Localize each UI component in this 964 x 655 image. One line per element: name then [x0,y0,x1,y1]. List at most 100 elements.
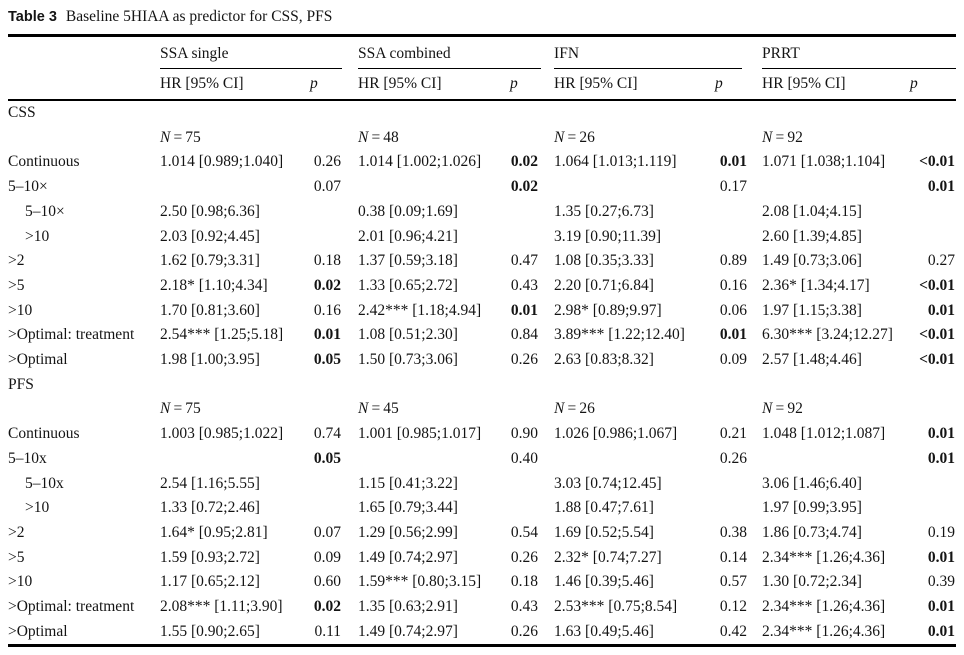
p-value-cell: 0.26 [510,548,539,566]
hr-ci-cell: 2.08 [1.04;4.15] [762,202,862,220]
p-value-header: p [505,69,555,101]
row-label-cell [8,397,160,422]
p-value-header: p [305,69,359,101]
row-label-cell: >2 [8,523,25,541]
table-row: Continuous 1.003 [0.985;1.022] 0.74 1.001 [… [8,422,956,447]
p-value-cell: 0.40 [510,449,539,467]
table-row: >5 2.18* [1.10;4.34] 0.02 1.33 [0.65;2.72] 0… [8,274,956,299]
hr-ci-cell: 1.70 [0.81;3.60] [160,301,260,319]
hr-ci-cell: 1.001 [0.985;1.017] [358,425,482,443]
p-cell [710,397,762,422]
hr-ci-cell: 2.34*** [1.26;4.36] [762,598,886,616]
p-value-cell: 0.07 [313,178,342,196]
p-value-cell: 0.57 [719,573,748,591]
n-cell: N = 75 [160,128,201,146]
table-row: >2 1.64* [0.95;2.81] 0.07 1.29 [0.56;2.99] 0… [8,521,956,546]
table-number-label: Table 3 [8,9,57,25]
hr-ci-cell: 1.17 [0.65;2.12] [160,573,260,591]
hr-ci-cell: 1.86 [0.73;4.74] [762,523,862,541]
hr-ci-cell [160,447,305,472]
hr-ci-cell: 2.32* [0.74;7.27] [554,548,662,566]
p-cell [710,126,762,151]
table-row: 5–10x 0.05 0.40 0.26 0.01 [8,447,956,472]
p-value-cell: <0.01 [919,276,956,294]
hr-ci-cell [160,175,305,200]
hr-ci-cell [358,447,505,472]
p-cell [505,126,554,151]
p-value-cell: 0.16 [313,301,342,319]
row-label-cell: >5 [8,548,25,566]
p-value-cell: 0.05 [313,449,342,467]
section-label: PFS [8,375,34,393]
row-label-cell: 5–10x [8,449,47,467]
p-value-cell: 0.26 [719,449,748,467]
hr-ci-cell: 1.064 [1.013;1.119] [554,153,677,171]
table-row: >10 2.03 [0.92;4.45] 2.01 [0.96;4.21] 3.19 … [8,225,956,250]
p-cell [905,397,956,422]
p-value-cell [710,200,762,225]
hr-ci-cell: 2.60 [1.39;4.85] [762,227,862,245]
table-row: 5–10x 2.54 [1.16;5.55] 1.15 [0.41;3.22] 3.0… [8,472,956,497]
hr-ci-cell: 3.19 [0.90;11.39] [554,227,662,245]
p-value-cell: 0.89 [719,252,748,270]
p-value-cell [905,200,956,225]
p-value-cell: 0.39 [927,573,956,591]
hr-ci-cell: 1.63 [0.49;5.46] [554,622,654,640]
p-value-cell [305,225,358,250]
hr-ci-cell [554,175,710,200]
section-label: CSS [8,104,36,121]
table-caption: Table 3 Baseline 5HIAA as predictor for C… [8,7,956,27]
row-label-cell [8,126,160,151]
p-value-cell: 0.47 [510,252,539,270]
hr-ci-cell: 1.33 [0.65;2.72] [358,276,458,294]
n-cell: N = 75 [160,400,201,418]
hr-ci-cell [358,175,505,200]
table-row: >Optimal: treatment 2.08*** [1.11;3.90] 0.… [8,595,956,620]
hr-ci-cell: 1.49 [0.73;3.06] [762,252,862,270]
table-row: >Optimal 1.98 [1.00;3.95] 0.05 1.50 [0.73;3… [8,348,956,373]
row-label-cell: >Optimal [8,622,68,640]
hr-ci-cell: 2.36* [1.34;4.17] [762,276,870,294]
p-cell [305,126,358,151]
hr-ci-cell: 1.97 [0.99;3.95] [762,499,862,517]
row-label-cell: 5–10x [25,474,64,492]
row-label-cell: >10 [8,573,33,591]
subheader-row: HR [95% CI] p HR [95% CI] p HR [95% CI] … [8,69,957,101]
empty-corner-cell [8,69,160,101]
p-cell [905,126,956,151]
hr-ci-cell: 2.54 [1.16;5.55] [160,474,260,492]
group-header-label: SSA single [160,37,343,69]
p-value-cell: 0.26 [510,622,539,640]
hr-ci-cell: 1.59 [0.93;2.72] [160,548,260,566]
p-value-cell: 0.02 [313,276,342,294]
row-label-cell: >10 [8,301,33,319]
hr-ci-cell: 1.048 [1.012;1.087] [762,425,886,443]
group-header-ssa-combined: SSA combined [358,36,554,69]
hr-ci-cell: 2.03 [0.92;4.45] [160,227,260,245]
table-caption-text: Baseline 5HIAA as predictor for CSS, PFS [65,8,333,25]
group-header-label: SSA combined [358,37,542,69]
p-value-cell [505,200,554,225]
group-header-label: IFN [554,37,743,69]
p-value-cell [505,472,554,497]
hr-ci-cell: 1.97 [1.15;3.38] [762,301,862,319]
n-cell: N = 92 [762,128,803,146]
p-value-cell [710,496,762,521]
hr-ci-cell: 2.42*** [1.18;4.94] [358,301,482,319]
n-row: N = 75 N = 48 N = 26 N = 92 [8,126,956,151]
p-value-cell: 0.42 [719,622,748,640]
p-value-cell: 0.38 [719,523,748,541]
hr-ci-cell: 6.30*** [3.24;12.27] [762,326,893,344]
n-cell: N = 92 [762,400,803,418]
p-value-cell: 0.90 [510,425,539,443]
p-value-cell: <0.01 [919,153,956,171]
row-label-cell: >5 [8,276,25,294]
p-value-cell [710,225,762,250]
hr-ci-cell: 1.49 [0.74;2.97] [358,622,458,640]
row-label-cell: Continuous [8,425,80,443]
group-header-ifn: IFN [554,36,762,69]
p-value-cell [305,200,358,225]
hr-ci-cell: 1.014 [0.989;1.040] [160,153,284,171]
hr-ci-cell: 2.34*** [1.26;4.36] [762,622,886,640]
hr-ci-header: HR [95% CI] [160,69,305,101]
